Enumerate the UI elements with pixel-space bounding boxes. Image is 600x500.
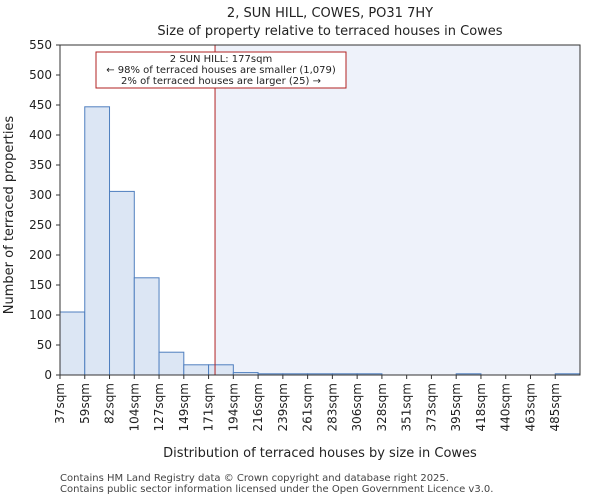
y-tick-label-350: 350 [29,158,52,172]
y-tick-label-500: 500 [29,68,52,82]
bar-37sqm [59,311,86,376]
y-tick-label-50: 50 [37,338,52,352]
x-tick-label-485sqm: 485sqm [548,383,562,431]
bar-104sqm [133,277,160,376]
x-tick-label-261sqm: 261sqm [301,383,315,431]
bar-82sqm [109,190,135,376]
plot-frame [59,44,581,376]
x-tick-label-351sqm: 351sqm [400,383,414,431]
annotation-line-2: ← 98% of terraced houses are smaller (1,… [106,65,336,76]
annotation-box [95,51,347,89]
x-tick-label-216sqm: 216sqm [251,383,265,431]
x-tick-label-306sqm: 306sqm [350,383,364,431]
y-tick-label-100: 100 [29,308,52,322]
x-tick-label-59sqm: 59sqm [78,383,92,424]
x-tick-label-239sqm: 239sqm [276,383,290,431]
x-tick-label-37sqm: 37sqm [53,383,67,424]
bars-group [59,106,581,376]
y-tick-label-450: 450 [29,98,52,112]
x-axis: 37sqm 59sqm 82sqm 104sqm 127sqm 149sqm 171sqm 1… [53,375,562,431]
bar-59sqm [84,106,111,376]
x-tick-label-418sqm: 418sqm [474,383,488,431]
x-tick-label-283sqm: 283sqm [325,383,339,431]
footer-line-2: Contains public sector information licen… [60,484,494,495]
larger-region-highlight [215,45,580,375]
x-tick-label-149sqm: 149sqm [177,383,191,431]
y-axis: 0 50 100 150 200 250 300 350 400 450 500 550 [29,38,60,382]
x-tick-label-440sqm: 440sqm [499,383,513,431]
y-tick-label-550: 550 [29,38,52,52]
y-axis-label: Number of terraced properties [2,116,17,315]
y-tick-label-300: 300 [29,188,52,202]
marker-annotation: 2 SUN HILL: 177sqm ← 98% of terraced hou… [95,51,347,89]
x-tick-label-395sqm: 395sqm [449,383,463,431]
x-tick-label-127sqm: 127sqm [152,383,166,431]
x-axis-label: Distribution of terraced houses by size … [163,446,477,461]
annotation-line-3: 2% of terraced houses are larger (25) → [121,76,321,87]
x-tick-label-373sqm: 373sqm [424,383,438,431]
x-tick-label-463sqm: 463sqm [523,383,537,431]
y-tick-label-400: 400 [29,128,52,142]
bar-127sqm [158,351,185,376]
chart-subtitle: Size of property relative to terraced ho… [157,24,502,39]
x-tick-label-194sqm: 194sqm [226,383,240,431]
y-tick-label-150: 150 [29,278,52,292]
bar-171sqm [208,364,234,376]
x-tick-label-104sqm: 104sqm [127,383,141,431]
y-tick-label-0: 0 [44,368,52,382]
annotation-line-1: 2 SUN HILL: 177sqm [170,54,272,65]
chart-title: 2, SUN HILL, COWES, PO31 7HY [227,6,433,21]
x-tick-label-171sqm: 171sqm [202,383,216,431]
y-tick-label-250: 250 [29,218,52,232]
footer-line-1: Contains HM Land Registry data © Crown c… [60,473,449,484]
x-tick-label-328sqm: 328sqm [375,383,389,431]
y-tick-label-200: 200 [29,248,52,262]
x-tick-label-82sqm: 82sqm [103,383,117,424]
bar-149sqm [183,364,210,376]
